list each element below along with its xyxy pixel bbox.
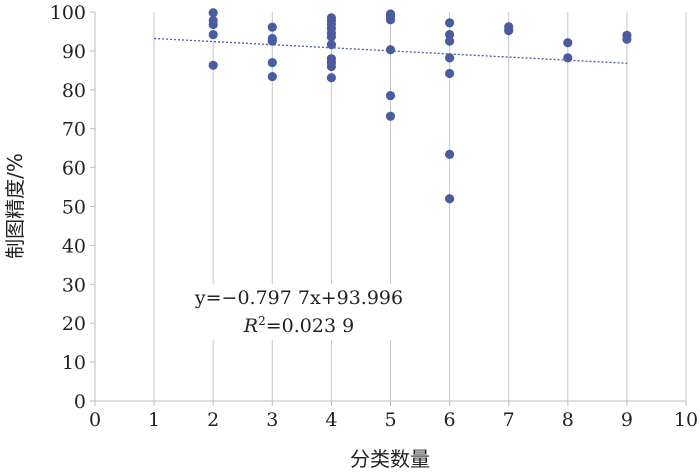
- data-point: [208, 60, 218, 70]
- data-point: [385, 45, 396, 55]
- x-tick-label: 2: [207, 409, 219, 431]
- x-tick-label: 1: [148, 409, 160, 431]
- data-point: [326, 73, 336, 83]
- data-point: [445, 149, 455, 159]
- data-point: [267, 22, 277, 32]
- x-tick-label: 4: [325, 409, 337, 431]
- data-point: [385, 91, 396, 101]
- y-tick-label: 100: [50, 2, 86, 24]
- x-axis-title: 分类数量: [350, 447, 430, 471]
- x-tick-label: 6: [444, 409, 456, 431]
- y-tick-label: 0: [74, 391, 86, 413]
- x-tick-label: 3: [266, 409, 278, 431]
- data-point: [208, 29, 218, 40]
- y-tick-label: 60: [62, 158, 86, 180]
- data-point: [445, 68, 455, 79]
- y-axis-title: 制图精度/%: [3, 153, 27, 259]
- data-points: [208, 8, 632, 204]
- y-tick-label: 80: [62, 80, 86, 102]
- r-squared-superscript: 2: [258, 314, 266, 328]
- data-point: [267, 71, 277, 82]
- x-tick-label: 9: [621, 409, 633, 431]
- data-point: [208, 19, 218, 30]
- x-tick-label: 8: [562, 409, 574, 431]
- data-point: [504, 26, 514, 36]
- data-point: [385, 111, 396, 121]
- y-tick-labels: 0 10 20 30 40 50 60 70 80 90 100: [50, 2, 86, 413]
- data-point: [267, 57, 277, 68]
- data-point: [445, 18, 455, 28]
- r-squared-symbol: R: [243, 315, 258, 337]
- y-tick-label: 20: [62, 313, 86, 335]
- x-tick-labels: 0 1 2 3 4 5 6 7 8 9 10: [89, 409, 698, 431]
- y-tick-label: 70: [62, 119, 86, 141]
- data-point: [563, 38, 573, 48]
- data-point: [622, 34, 632, 44]
- annotation-background: [190, 284, 408, 340]
- grid-lines: [153, 12, 687, 401]
- r-squared-value: =0.023 9: [266, 315, 354, 337]
- axes: [90, 11, 687, 406]
- data-point: [326, 32, 336, 42]
- y-tick-label: 90: [62, 41, 86, 63]
- data-point: [445, 29, 455, 40]
- y-tick-label: 10: [62, 352, 86, 374]
- regression-annotation: y=−0.797 7x+93.996 R2=0.023 9: [190, 284, 408, 340]
- x-tick-label: 0: [89, 409, 101, 431]
- data-point: [326, 40, 336, 50]
- y-tick-label: 30: [62, 274, 86, 296]
- y-tick-label: 40: [62, 235, 86, 257]
- x-tick-label: 5: [384, 409, 396, 431]
- data-point: [445, 53, 455, 63]
- data-point: [445, 194, 455, 204]
- data-point: [445, 36, 455, 46]
- y-tick-label: 50: [62, 197, 86, 219]
- data-point: [385, 15, 396, 25]
- regression-equation: y=−0.797 7x+93.996: [194, 287, 403, 309]
- data-point: [208, 8, 218, 18]
- r-squared-label: R2=0.023 9: [243, 314, 354, 337]
- data-point: [563, 53, 573, 63]
- data-point: [326, 61, 336, 72]
- x-tick-label: 10: [674, 409, 698, 431]
- data-point: [267, 36, 277, 46]
- x-tick-label: 7: [503, 409, 515, 431]
